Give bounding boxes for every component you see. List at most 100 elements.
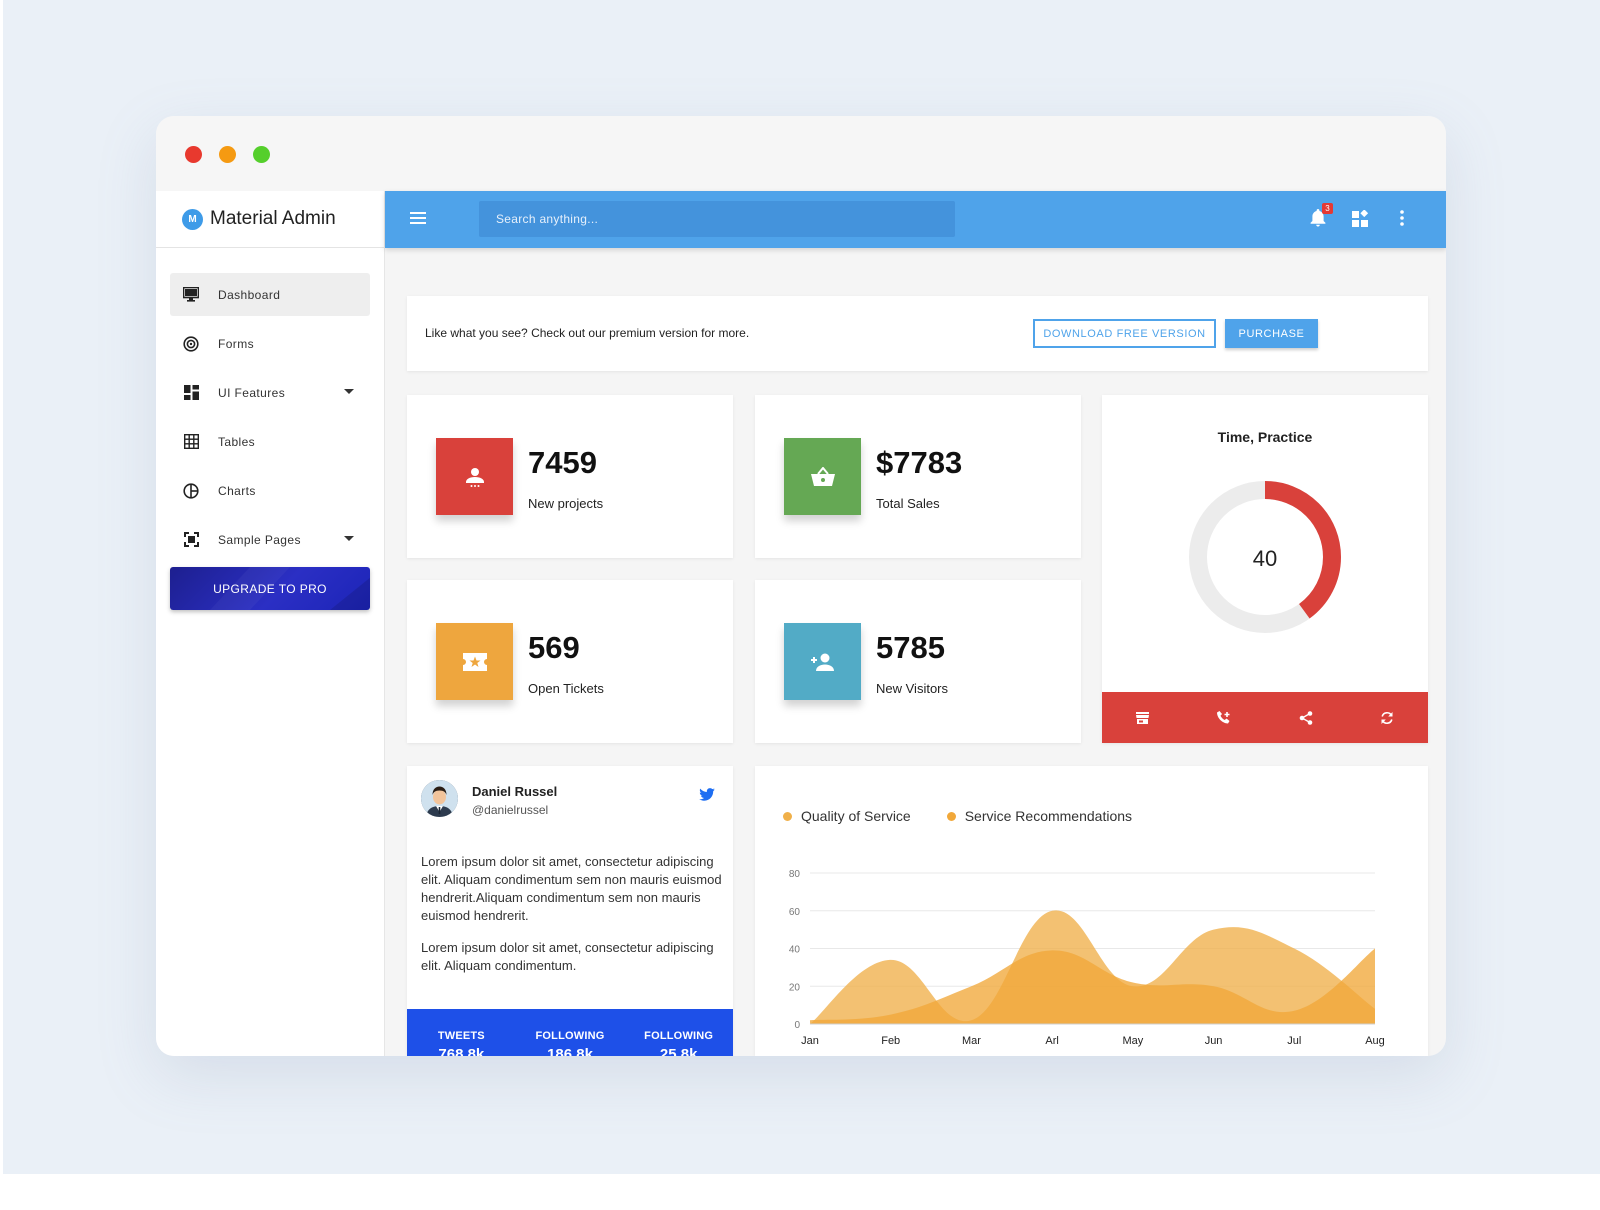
bell-icon[interactable]: 3	[1307, 203, 1333, 229]
sidebar-item-ui-features[interactable]: UI Features	[170, 371, 370, 414]
tweet-stat-label: FOLLOWING	[644, 1030, 714, 1042]
refresh-icon[interactable]	[1347, 692, 1429, 743]
legend-dot	[783, 811, 792, 821]
tweet-stat-following[interactable]: FOLLOWING 186.8k	[516, 1009, 625, 1056]
stat-label: New projects	[528, 496, 604, 511]
sidebar: M Material Admin Dashboard Forms UI Fe	[156, 191, 385, 1056]
table-grid-icon	[183, 434, 199, 450]
tweet-stat-value: 186.8k	[547, 1046, 593, 1056]
legend-dot	[946, 811, 956, 821]
x-tick-label: May	[1122, 1035, 1143, 1047]
chevron-down-icon[interactable]	[344, 536, 354, 541]
tweet-author-name: Daniel Russel	[472, 784, 558, 799]
upgrade-to-pro-button[interactable]: UPGRADE TO PRO	[170, 567, 370, 610]
sidebar-item-label: UI Features	[218, 385, 286, 400]
sidebar-item-label: Tables	[218, 434, 256, 449]
sidebar-item-sample-pages[interactable]: Sample Pages	[170, 518, 370, 561]
avatar[interactable]	[421, 780, 458, 817]
stat-value: 5785	[876, 630, 945, 665]
sidebar-item-label: Sample Pages	[218, 532, 301, 547]
browser-window: M Material Admin Dashboard Forms UI Fe	[156, 116, 1446, 1056]
download-free-version-button[interactable]: DOWNLOAD FREE VERSION	[1033, 319, 1216, 348]
stat-value: 569	[528, 630, 580, 665]
donut-action-bar	[1102, 692, 1428, 743]
store-icon[interactable]	[1102, 692, 1184, 743]
stat-label: New Visitors	[876, 681, 949, 696]
y-tick-label: 0	[794, 1020, 800, 1031]
x-tick-label: Jun	[1205, 1035, 1223, 1047]
widgets-icon[interactable]	[1349, 207, 1371, 229]
chart-legend: Quality of Service Service Recommendatio…	[783, 808, 1168, 824]
y-tick-label: 80	[789, 869, 801, 880]
menu-icon[interactable]	[410, 212, 426, 226]
tweet-stat-value: 768.8k	[438, 1046, 485, 1056]
x-tick-label: Mar	[962, 1035, 981, 1047]
brand-name: Material Admin	[210, 208, 336, 229]
x-tick-label: Arl	[1045, 1035, 1058, 1047]
donut-chart: 40	[1189, 481, 1341, 633]
tweet-stat-value: 25.8k	[659, 1046, 698, 1056]
x-tick-label: Jan	[801, 1035, 819, 1047]
dashboard-grid-icon	[183, 385, 199, 401]
y-tick-label: 40	[789, 945, 801, 956]
donut-card: Time, Practice 40	[1102, 395, 1428, 743]
donut-value: 40	[1253, 546, 1277, 571]
legend-label: Quality of Service	[801, 808, 911, 824]
tweet-body: Lorem ipsum dolor sit amet, consectetur …	[421, 853, 723, 989]
sidebar-item-tables[interactable]: Tables	[170, 420, 370, 463]
legend-item[interactable]: Quality of Service	[783, 808, 911, 824]
tweet-stats-bar: TWEETS 768.8k FOLLOWING 186.8k FOLLOWING…	[407, 1009, 733, 1056]
tweet-author-handle: @danielrussel	[472, 803, 549, 817]
sidebar-nav: Dashboard Forms UI Features Tables	[156, 248, 384, 610]
upgrade-label: UPGRADE TO PRO	[213, 581, 327, 596]
x-tick-label: Aug	[1365, 1035, 1385, 1047]
share-icon[interactable]	[1265, 692, 1347, 743]
brand[interactable]: M Material Admin	[156, 191, 384, 248]
stat-label: Open Tickets	[528, 681, 604, 696]
pie-chart-icon	[183, 482, 199, 499]
phone-add-icon[interactable]	[1184, 692, 1266, 743]
topbar: 3	[385, 191, 1446, 248]
basket-icon	[784, 438, 861, 515]
tweet-stat-label: FOLLOWING	[535, 1030, 605, 1042]
area-chart-card: Quality of Service Service Recommendatio…	[755, 766, 1428, 1056]
close-window-button[interactable]	[185, 146, 202, 163]
tweet-stat-tweets[interactable]: TWEETS 768.8k	[407, 1009, 516, 1056]
more-vertical-icon[interactable]	[1391, 207, 1413, 229]
sidebar-item-label: Charts	[218, 483, 256, 498]
target-icon	[183, 335, 199, 352]
monitor-icon	[183, 287, 199, 303]
minimize-window-button[interactable]	[219, 146, 236, 163]
tweet-stat-following[interactable]: FOLLOWING 25.8k	[624, 1009, 733, 1056]
maximize-window-button[interactable]	[253, 146, 270, 163]
donut-arc	[1189, 481, 1341, 633]
stat-card-total-sales: $7783 Total Sales	[755, 395, 1081, 558]
sidebar-item-charts[interactable]: Charts	[170, 469, 370, 512]
y-tick-label: 60	[789, 907, 801, 918]
chevron-down-icon[interactable]	[344, 389, 354, 394]
x-tick-label: Feb	[881, 1035, 900, 1047]
brand-logo-icon: M	[182, 208, 203, 230]
legend-item[interactable]: Service Recommendations	[946, 808, 1133, 824]
donut-title: Time, Practice	[1217, 429, 1313, 445]
person-add-icon	[784, 623, 861, 700]
twitter-icon[interactable]	[699, 788, 715, 806]
stat-value: $7783	[876, 445, 963, 480]
stat-card-open-tickets: 569 Open Tickets	[407, 580, 733, 743]
x-tick-label: Jul	[1287, 1035, 1301, 1047]
sidebar-item-dashboard[interactable]: Dashboard	[170, 273, 370, 316]
legend-label: Service Recommendations	[964, 808, 1133, 824]
search-input[interactable]	[479, 201, 955, 237]
person-icon	[436, 438, 513, 515]
y-tick-label: 20	[789, 982, 801, 993]
notification-badge: 3	[1322, 203, 1333, 214]
promo-text: Like what you see? Check out our premium…	[425, 326, 750, 340]
search-box[interactable]	[479, 201, 955, 237]
promo-banner: Like what you see? Check out our premium…	[407, 296, 1428, 371]
tweet-stat-label: TWEETS	[437, 1030, 485, 1042]
sidebar-item-forms[interactable]: Forms	[170, 322, 370, 365]
tweet-paragraph: Lorem ipsum dolor sit amet, consectetur …	[421, 854, 722, 923]
sidebar-item-label: Dashboard	[218, 287, 281, 302]
crop-frame-icon	[183, 532, 199, 548]
purchase-button[interactable]: PURCHASE	[1225, 319, 1318, 348]
